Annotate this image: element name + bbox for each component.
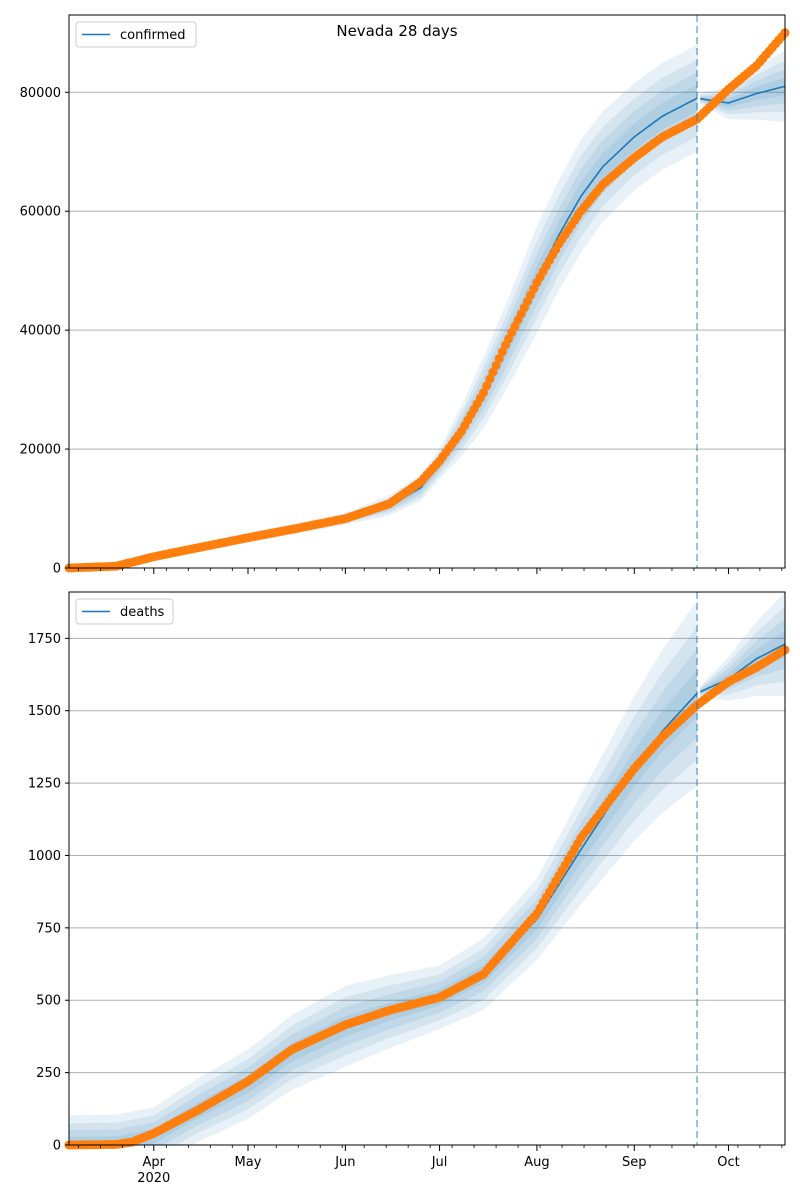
legend-box [75, 598, 174, 625]
deaths-panel: 0 250 500 750 1000 1250 1500 1750 Apr May Jun Jul Au… [28, 591, 790, 1186]
y-tick-label: 1250 [28, 777, 61, 792]
observed-point [479, 388, 488, 398]
y-tick-label: 0 [53, 562, 61, 577]
uncertainty-band [700, 592, 785, 701]
y-tick-label: 40000 [20, 324, 61, 339]
x-tick-label: Aug [524, 1155, 549, 1170]
y-tick-label: 60000 [20, 205, 61, 220]
observed-point [494, 354, 504, 364]
legend-box [75, 21, 197, 48]
y-tick-label: 1500 [28, 704, 61, 719]
uncertainty-band [700, 631, 785, 694]
observed-point [482, 381, 492, 391]
uncertainty-band [69, 72, 698, 568]
observed-point [485, 374, 495, 384]
axes-frame [68, 14, 786, 569]
chart-title: Nevada 28 days [336, 22, 457, 40]
uncertainty-band [69, 600, 698, 1145]
uncertainty-band [700, 619, 785, 695]
y-tick-label: 1750 [28, 632, 61, 647]
x-tick-label: Apr [143, 1155, 166, 1170]
y-tick-label: 80000 [20, 86, 61, 101]
model-line [699, 643, 786, 693]
x-tick-label: Jul [431, 1155, 448, 1170]
y-tick-label: 0 [53, 1139, 61, 1154]
observed-point [488, 367, 498, 377]
uncertainty-band [69, 44, 698, 568]
uncertainty-band [69, 59, 698, 568]
axes-frame [68, 591, 786, 1146]
uncertainty-band [700, 50, 785, 123]
y-tick-label: 750 [36, 921, 61, 936]
uncertainty-band [69, 626, 698, 1145]
legend-label: confirmed [120, 28, 186, 43]
confirmed-panel: 0 20000 40000 60000 80000 confirmed [20, 14, 790, 577]
uncertainty-band [700, 606, 785, 697]
y-tick-label: 500 [36, 994, 61, 1009]
y-tick-label: 20000 [20, 443, 61, 458]
x-tick-label: Sep [622, 1155, 647, 1170]
uncertainty-band [69, 84, 698, 569]
observed-point [497, 347, 507, 357]
x-year-label: 2020 [137, 1171, 170, 1186]
y-tick-label: 250 [36, 1066, 61, 1081]
legend-label: deaths [120, 605, 165, 620]
x-tick-label: Oct [717, 1155, 739, 1170]
x-tick-label: Jun [334, 1155, 355, 1170]
y-tick-label: 1000 [28, 849, 61, 864]
x-tick-label: May [235, 1155, 262, 1170]
observed-point [491, 360, 501, 370]
